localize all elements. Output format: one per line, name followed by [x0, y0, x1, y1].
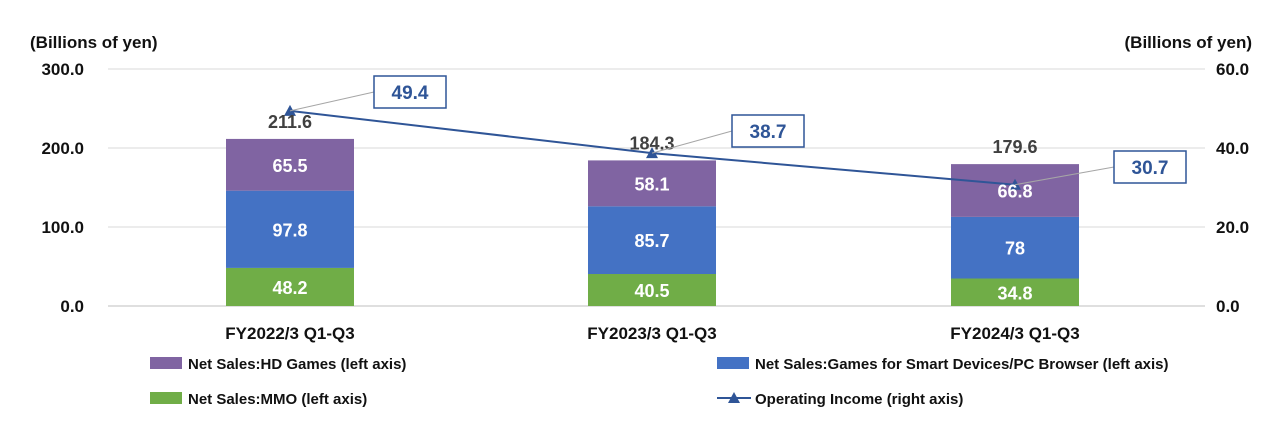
left-tick-label: 300.0	[41, 60, 84, 79]
legend-swatch	[717, 357, 749, 369]
legend-triangle-icon	[728, 392, 740, 403]
callout-box	[731, 114, 805, 148]
right-axis-unit-label: (Billions of yen)	[1125, 33, 1253, 52]
operating-income-label: 30.7	[1132, 158, 1169, 179]
legend: Net Sales:HD Games (left axis) Net Sales:…	[150, 356, 1169, 408]
bar-segment	[588, 206, 716, 275]
bar-segment	[588, 160, 716, 207]
total-label: 211.6	[268, 112, 312, 132]
bar-segment	[226, 267, 354, 306]
bar-segment-label: 65.5	[272, 156, 307, 176]
operating-income-label: 38.7	[750, 122, 787, 143]
legend-swatch	[150, 357, 182, 369]
total-label: 179.6	[992, 137, 1037, 157]
legend-label: Net Sales:Games for Smart Devices/PC Bro…	[755, 356, 1169, 373]
right-tick-label: 0.0	[1216, 297, 1240, 316]
bars	[226, 138, 1079, 306]
callout-box	[1113, 150, 1187, 184]
callout-leader-line	[289, 91, 375, 112]
bar-segment-label: 48.2	[272, 278, 307, 298]
legend-label: Net Sales:HD Games (left axis)	[188, 356, 406, 373]
axes: 0.0 100.0 200.0 300.0 0.0 20.0 40.0 60.0 (Billio…	[30, 33, 1252, 343]
category-label: FY2022/3 Q1-Q3	[225, 324, 354, 343]
data-labels: 48.2 97.8 65.5 211.6 40.5 85.7 58.1 184.3 34.8 78…	[268, 75, 1187, 303]
bar-segment	[951, 216, 1079, 279]
left-axis-unit-label: (Billions of yen)	[30, 33, 158, 52]
callout-box	[373, 75, 447, 109]
callout-leader-line	[1014, 166, 1115, 186]
bar-segment-label: 97.8	[272, 220, 307, 240]
category-label: FY2023/3 Q1-Q3	[587, 324, 716, 343]
right-tick-label: 20.0	[1216, 218, 1249, 237]
bar-segment-label: 34.8	[997, 283, 1032, 303]
bar-segment	[951, 164, 1079, 217]
bar-segment	[951, 278, 1079, 306]
total-label: 184.3	[629, 133, 674, 153]
bar-segment-label: 78	[1005, 239, 1025, 259]
right-tick-label: 60.0	[1216, 60, 1249, 79]
bar-segment-label: 40.5	[634, 281, 669, 301]
bar-segment	[588, 274, 716, 306]
legend-label: Net Sales:MMO (left axis)	[188, 391, 367, 408]
legend-swatch	[150, 392, 182, 404]
callout-leader-line	[651, 130, 733, 154]
bar-segment-label: 85.7	[634, 231, 669, 251]
bar-segment	[226, 138, 354, 191]
category-label: FY2024/3 Q1-Q3	[950, 324, 1079, 343]
left-tick-label: 200.0	[41, 139, 84, 158]
right-tick-label: 40.0	[1216, 139, 1249, 158]
left-tick-label: 0.0	[60, 297, 84, 316]
left-tick-label: 100.0	[41, 218, 84, 237]
bar-segment	[226, 190, 354, 268]
operating-income-label: 49.4	[392, 83, 429, 104]
legend-label: Operating Income (right axis)	[755, 391, 963, 408]
bar-segment-label: 66.8	[997, 182, 1032, 202]
bar-segment-label: 58.1	[634, 174, 669, 194]
